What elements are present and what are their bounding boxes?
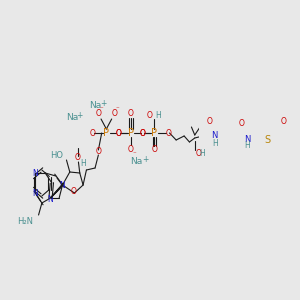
Text: O: O [151,146,157,154]
Text: H₂N: H₂N [17,218,33,226]
Text: N: N [32,169,38,178]
Text: O: O [280,116,286,125]
Text: O: O [75,154,81,163]
Text: +: + [76,112,83,121]
Text: H: H [155,110,161,119]
Text: O: O [116,128,122,137]
Text: ⁻: ⁻ [116,106,119,112]
Text: ⁻: ⁻ [132,151,136,157]
Polygon shape [50,183,63,198]
Text: O: O [95,110,101,118]
Text: O: O [89,128,95,137]
Text: O: O [195,149,201,158]
Text: O: O [146,110,152,119]
Text: P: P [128,128,134,138]
Text: O: O [111,110,117,118]
Text: H: H [212,139,218,148]
Text: +: + [100,98,106,107]
Text: H: H [244,142,250,151]
Text: N: N [244,134,250,143]
Text: O: O [116,128,121,137]
Text: O: O [165,128,171,137]
Text: Na: Na [130,157,142,166]
Text: O: O [206,116,212,125]
Text: +: + [142,154,148,164]
Text: ⁻: ⁻ [100,106,103,112]
Text: O: O [140,128,146,137]
Text: O: O [70,188,76,196]
Text: N: N [60,181,65,190]
Text: O: O [128,110,134,118]
Text: H: H [80,158,86,167]
Text: O: O [128,145,134,154]
Text: Na: Na [89,100,101,109]
Text: H: H [200,149,205,158]
Text: O: O [139,128,145,137]
Text: O: O [95,148,101,157]
Text: P: P [103,128,109,138]
Text: N: N [48,194,53,203]
Text: S: S [265,135,271,145]
Text: N: N [32,190,38,199]
Text: HO: HO [50,152,63,160]
Text: N: N [212,131,218,140]
Text: O: O [239,119,245,128]
Text: Na: Na [66,113,78,122]
Text: P: P [151,128,157,138]
